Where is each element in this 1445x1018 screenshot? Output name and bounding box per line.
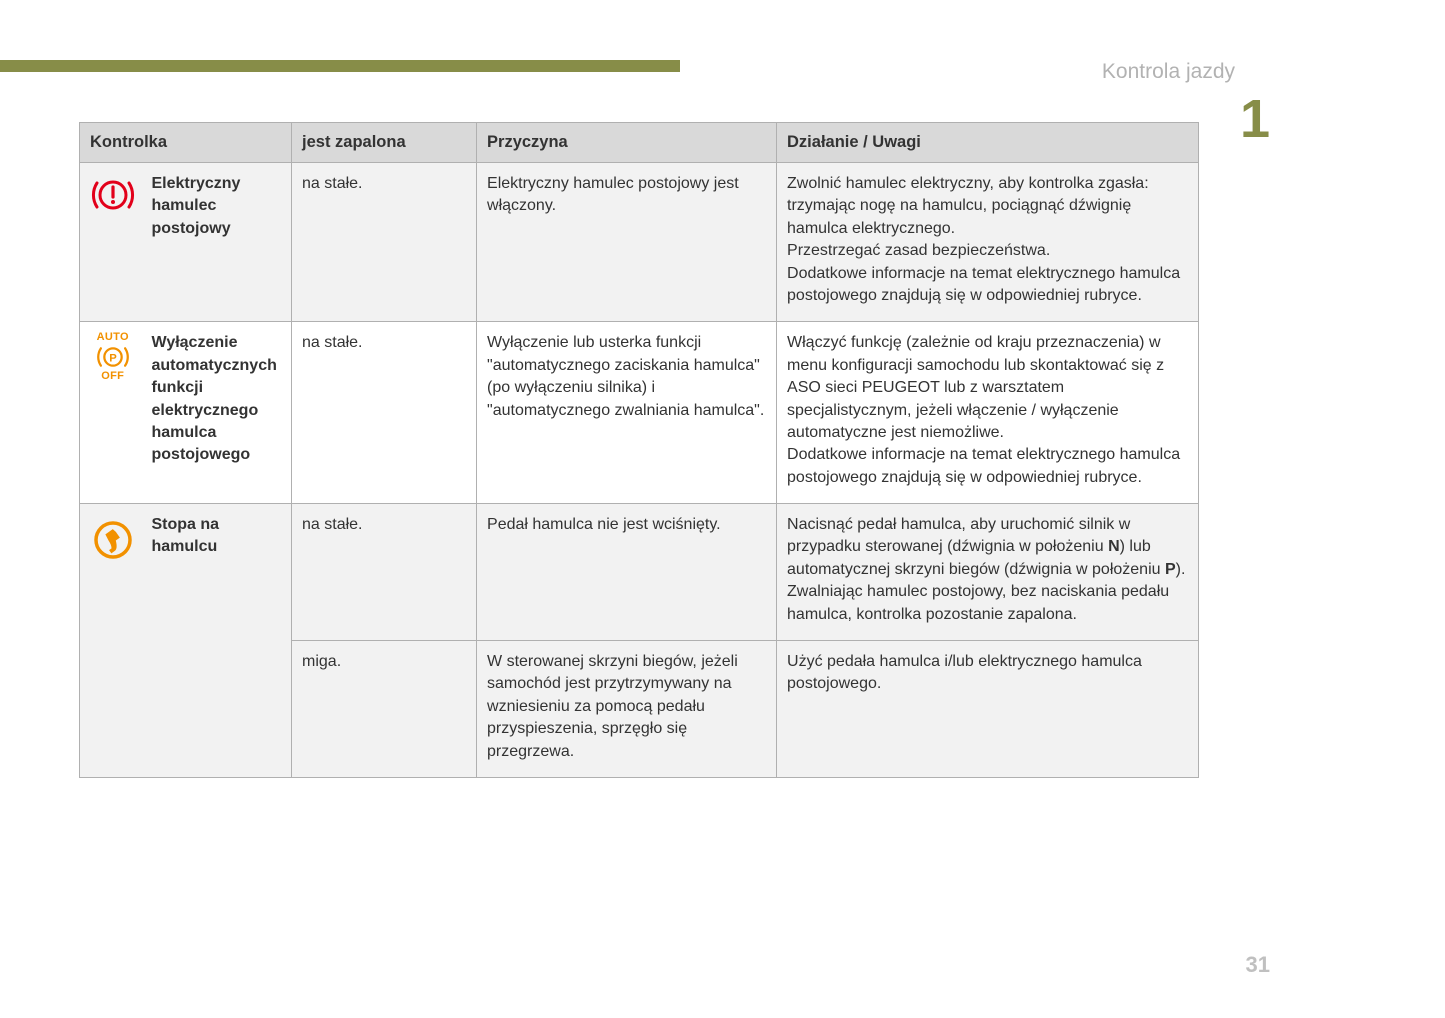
lit-state: miga. — [292, 641, 477, 778]
lamp-name: Stopa na hamulcu — [142, 504, 292, 778]
table-row: AUTO P OFF Wyłączenie automatycznych fun… — [80, 322, 1199, 504]
auto-p-off-icon: AUTO P OFF — [84, 332, 142, 382]
action: Zwolnić hamulec elektryczny, aby kontrol… — [777, 163, 1199, 322]
icon-cell: AUTO P OFF — [80, 322, 142, 504]
warning-lamps-table: Kontrolka jest zapalona Przyczyna Działa… — [79, 122, 1199, 778]
lamp-name: Wyłączenie automatycznych funkcji elektr… — [142, 322, 292, 504]
inline-bold: N — [1108, 538, 1120, 555]
foot-on-brake-icon — [89, 516, 137, 564]
header-accent-bar — [0, 60, 680, 72]
header-cause: Przyczyna — [477, 123, 777, 163]
cause: Pedał hamulca nie jest wciśnięty. — [477, 504, 777, 641]
action: Użyć pedała hamulca i/lub elektrycznego … — [777, 641, 1199, 778]
header-lit: jest zapalona — [292, 123, 477, 163]
lit-state: na stałe. — [292, 504, 477, 641]
cause: Wyłączenie lub usterka funkcji "automaty… — [477, 322, 777, 504]
cause: Elektryczny hamulec postojowy jest włącz… — [477, 163, 777, 322]
brake-warning-icon — [88, 175, 138, 215]
auto-text: AUTO — [84, 332, 142, 343]
action: Włączyć funkcję (zależnie od kraju przez… — [777, 322, 1199, 504]
page-number: 31 — [1246, 952, 1270, 978]
header-action: Działanie / Uwagi — [777, 123, 1199, 163]
svg-text:P: P — [109, 353, 117, 365]
lit-state: na stałe. — [292, 163, 477, 322]
header-kontrolka: Kontrolka — [80, 123, 292, 163]
section-title: Kontrola jazdy — [1102, 60, 1235, 84]
lamp-name: Elektryczny hamulec postojowy — [142, 163, 292, 322]
table-row: Elektryczny hamulec postojowy na stałe. … — [80, 163, 1199, 322]
icon-cell — [80, 504, 142, 778]
off-text: OFF — [84, 371, 142, 382]
lit-state: na stałe. — [292, 322, 477, 504]
inline-bold: P — [1165, 561, 1176, 578]
table-row: Stopa na hamulcu na stałe. Pedał hamulca… — [80, 504, 1199, 641]
cause: W sterowanej skrzyni biegów, jeżeli samo… — [477, 641, 777, 778]
action: Nacisnąć pedał hamulca, aby uruchomić si… — [777, 504, 1199, 641]
chapter-number: 1 — [1240, 88, 1270, 150]
icon-cell — [80, 163, 142, 322]
